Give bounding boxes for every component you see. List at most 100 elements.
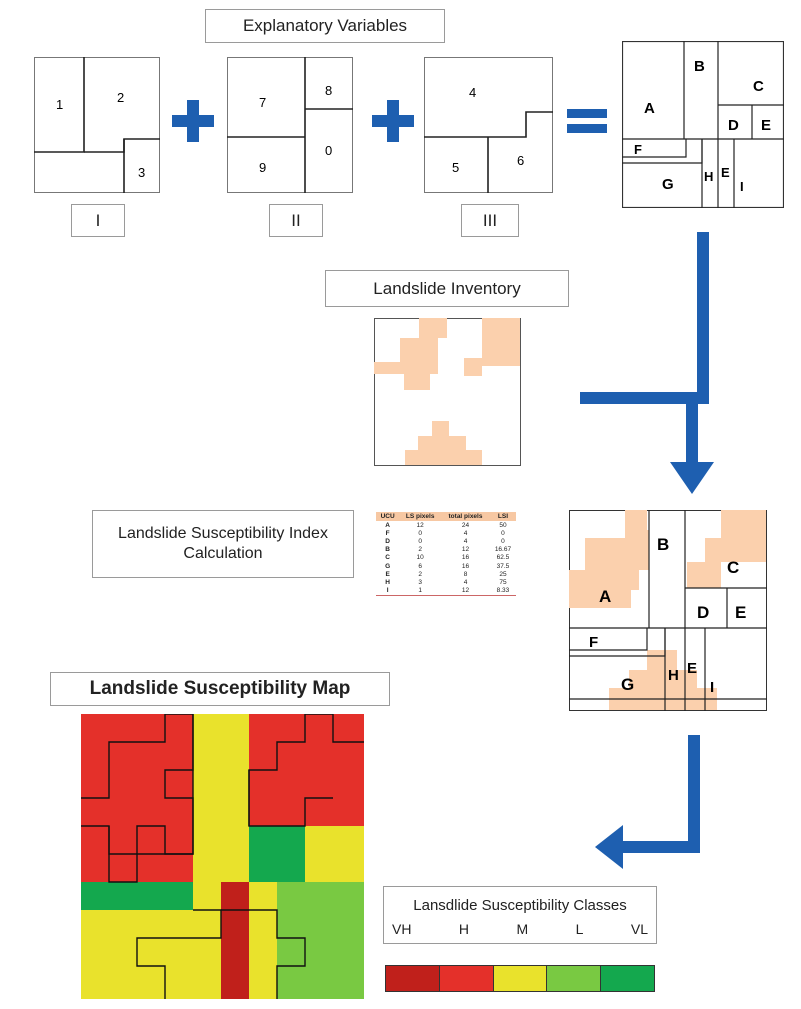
table-cell: 4 <box>463 529 468 537</box>
table-cell: 10 <box>416 554 424 562</box>
equals-icon <box>567 109 607 133</box>
ucu-label: B <box>694 58 705 75</box>
susceptibility-classes-legend: Lansdlide Susceptibility Classes VH H M … <box>383 886 657 944</box>
table-cell: 6 <box>418 562 422 570</box>
table-row: B 2 12 16.67 <box>376 546 516 554</box>
unit-label: 4 <box>469 85 476 100</box>
table-cell: E <box>385 570 390 578</box>
ucu-label: H <box>704 169 713 184</box>
legend-swatch-m <box>493 966 548 991</box>
class-label: VH <box>392 921 412 937</box>
ucu-label: D <box>697 603 709 622</box>
legend-swatch-vh <box>386 966 440 991</box>
table-cell: B <box>385 546 390 554</box>
factor-map-II: 7 8 9 0 <box>227 57 353 193</box>
ucu-label: D <box>728 117 739 134</box>
ucu-label: E <box>721 165 730 180</box>
landslide-inventory-map <box>374 318 521 466</box>
lsi-table: UCU LS pixels total pixels LSI A 12 24 50 F 0… <box>376 512 516 596</box>
table-cell: 2 <box>418 546 422 554</box>
factor-map-I: 1 2 3 <box>34 57 160 193</box>
table-cell: 16.67 <box>494 546 512 554</box>
unit-label: 6 <box>517 153 524 168</box>
factor-map-II-label: II <box>269 204 323 237</box>
table-cell: 37.5 <box>496 562 510 570</box>
table-row: I 1 12 8.33 <box>376 586 516 596</box>
ucu-label: F <box>634 142 642 157</box>
table-cell: 12 <box>441 586 490 596</box>
table-cell: 2 <box>418 570 422 578</box>
classes-title: Lansdlide Susceptibility Classes <box>413 897 627 914</box>
ucu-label: B <box>657 535 669 554</box>
factor-map-III-label: III <box>461 204 519 237</box>
ucu-label: E <box>735 603 746 622</box>
legend-swatch-h <box>439 966 494 991</box>
ucu-label: A <box>644 100 655 117</box>
ucu-label: G <box>621 675 634 694</box>
table-cell: 4 <box>463 578 468 586</box>
table-cell: 75 <box>499 578 507 586</box>
ucu-label: I <box>710 679 714 696</box>
table-cell: G <box>385 562 391 570</box>
legend-swatch-l <box>547 966 602 991</box>
susceptibility-map-title: Landslide Susceptibility Map <box>50 672 390 706</box>
table-cell: D <box>385 537 390 545</box>
ucu-landslide-overlay-map: A B C D E F G H E I <box>569 510 767 711</box>
table-body: A 12 24 50 F 0 4 0 D 0 4 0 B 2 12 16.67 C 10 16 62.5 G 6 16 37.… <box>376 521 516 596</box>
ucu-label: G <box>662 176 674 193</box>
unit-label: 5 <box>452 160 459 175</box>
plus-icon <box>172 100 214 142</box>
legend-swatch-vl <box>601 966 654 991</box>
factor-map-I-label: I <box>71 204 125 237</box>
unit-label: 3 <box>138 165 145 180</box>
table-cell: 16 <box>461 562 470 570</box>
table-cell: H <box>385 578 390 586</box>
table-header: total pixels <box>441 512 490 521</box>
table-cell: 0 <box>501 537 505 545</box>
table-cell: F <box>385 529 390 537</box>
table-cell: I <box>376 586 400 596</box>
table-row: F 0 4 0 <box>376 529 516 537</box>
table-cell: 0 <box>418 537 422 545</box>
table-cell: 50 <box>499 521 507 529</box>
ucu-label: C <box>753 78 764 95</box>
table-row: G 6 16 37.5 <box>376 562 516 570</box>
unit-label: 8 <box>325 83 332 98</box>
unit-label: 0 <box>325 143 332 158</box>
table-cell: 0 <box>501 529 505 537</box>
classes-labels: VH H M L VL <box>392 921 648 937</box>
unit-label: 1 <box>56 97 63 112</box>
explanatory-variables-label: Explanatory Variables <box>205 9 445 43</box>
ucu-label: F <box>589 634 598 651</box>
table-header: UCU <box>376 512 400 521</box>
table-cell: 16 <box>461 554 470 562</box>
legend-color-bar <box>385 965 655 992</box>
table-cell: 12 <box>416 521 424 529</box>
class-label: H <box>458 921 470 937</box>
class-label: M <box>516 921 529 937</box>
table-header: LSI <box>489 512 516 521</box>
table-cell: 4 <box>463 537 468 545</box>
table-cell: 8 <box>463 570 468 578</box>
table-cell: 62.5 <box>496 554 510 562</box>
table-cell: 1 <box>399 586 442 596</box>
table-cell: 3 <box>418 578 422 586</box>
unit-label: 9 <box>259 160 266 175</box>
table-header-row: UCU LS pixels total pixels LSI <box>376 512 516 521</box>
ucu-label: E <box>687 660 697 677</box>
ucu-label: I <box>740 179 744 194</box>
plus-icon <box>372 100 414 142</box>
flow-arrow-left <box>595 735 700 869</box>
table-header: LS pixels <box>399 512 442 521</box>
table-cell: A <box>385 521 390 529</box>
table-row: C 10 16 62.5 <box>376 554 516 562</box>
ucu-label: A <box>599 587 611 606</box>
table-row: H 3 4 75 <box>376 578 516 586</box>
class-label: L <box>575 921 584 937</box>
table-cell: 8.33 <box>489 586 516 596</box>
class-label: VL <box>630 921 648 937</box>
landslide-inventory-label: Landslide Inventory <box>325 270 569 307</box>
flow-arrow-down <box>580 232 714 494</box>
table-row: A 12 24 50 <box>376 521 516 529</box>
table-cell: 25 <box>499 570 507 578</box>
